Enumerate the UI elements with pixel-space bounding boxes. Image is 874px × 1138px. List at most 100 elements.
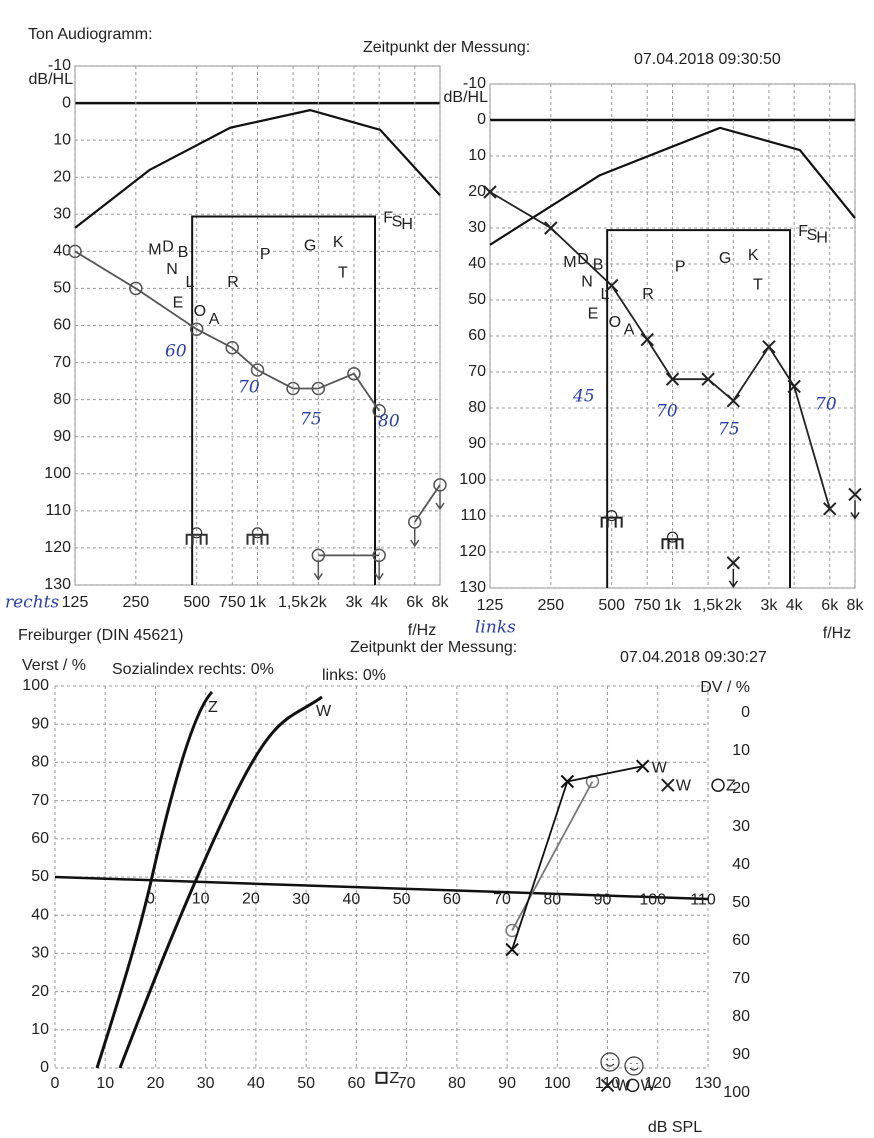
marker-x [787, 379, 801, 394]
marker-x [848, 487, 862, 502]
marker-x [726, 394, 741, 408]
speech-letter: A [209, 311, 220, 328]
data-point [375, 1071, 388, 1084]
marker-circle [606, 509, 618, 522]
ear-label: rechts [5, 593, 59, 613]
x-tick-label: 2k [310, 594, 328, 611]
speech-letter: R [227, 274, 239, 291]
y-tick-label: 100 [22, 677, 49, 694]
y-tick-label: 60 [53, 317, 71, 334]
handwritten-note: 60 [165, 342, 187, 362]
speech-letter: H [816, 229, 828, 246]
series-line [489, 191, 831, 510]
series-line [511, 781, 594, 931]
y-tick-label: 20 [53, 168, 71, 185]
y-tick-label: 80 [468, 399, 486, 416]
marker-arrow [410, 527, 420, 548]
marker-circle [129, 281, 143, 296]
handwritten-note: 45 [572, 387, 595, 407]
y-tick-label: 30 [468, 219, 486, 236]
y2-tick-label: 40 [732, 856, 750, 873]
marker-circle [666, 531, 679, 543]
y-tick-label: 130 [44, 576, 71, 593]
data-point [189, 322, 204, 336]
smiley-face [624, 1056, 644, 1076]
x-tick-label: 100 [544, 1075, 571, 1092]
x-axis-label: f/Hz [408, 622, 436, 639]
curve-label: W [316, 703, 332, 720]
marker-circle [225, 340, 240, 355]
data-point [661, 778, 675, 792]
y-tick-label: 60 [468, 327, 486, 344]
handwritten-note: 70 [815, 395, 837, 415]
y-tick-label: 110 [45, 502, 71, 519]
x-tick-label: 120 [644, 1075, 671, 1092]
y-tick-label: 0 [477, 111, 486, 128]
point-label: Z [726, 777, 736, 794]
speech-letter: K [333, 234, 344, 251]
point-label: W [641, 1078, 657, 1095]
y-tick-label: 60 [31, 830, 49, 847]
x-tick-label: 3k [760, 597, 778, 614]
data-point [408, 515, 422, 548]
marker-x [600, 1078, 615, 1093]
marker-circle [311, 381, 326, 396]
marker-x [762, 340, 776, 354]
y2-tick-label: 0 [741, 704, 750, 721]
time: 07.04.2018 09:30:50 [634, 51, 781, 68]
data-point [726, 394, 741, 408]
data-point [762, 340, 776, 354]
marker-x [665, 372, 680, 386]
x2-tick-label: 10 [192, 891, 210, 908]
data-point [600, 1078, 615, 1093]
x2-tick-label: 30 [292, 891, 310, 908]
x-tick-label: 1k [664, 597, 682, 614]
smiley-icon [624, 1056, 644, 1076]
x2-tick-label: 110 [690, 892, 716, 909]
point-label: W [652, 759, 668, 776]
speech-letter: F [798, 223, 808, 240]
x2-tick-label: 0 [146, 891, 155, 908]
handwritten-note: 80 [378, 412, 400, 432]
y2-tick-label: 60 [732, 932, 750, 949]
x-tick-label: 6k [406, 594, 424, 611]
y-tick-label: 80 [31, 754, 49, 771]
y-tick-label: 70 [31, 792, 49, 809]
x2-tick-label: 40 [342, 891, 360, 908]
y-tick-label: 30 [53, 206, 71, 223]
norm-curve [118, 695, 323, 1069]
marker-arrow [435, 490, 445, 511]
y-tick-label: 90 [468, 435, 486, 452]
marker-circle [286, 381, 300, 396]
speech-title: Freiburger (DIN 45621) [18, 627, 183, 644]
x-tick-label: 20 [147, 1075, 165, 1092]
data-point [185, 527, 208, 545]
smiley-icon [600, 1052, 620, 1072]
speech-letter: G [304, 237, 316, 254]
y-tick-label: 100 [44, 465, 71, 482]
x-tick-label: 4k [786, 597, 804, 614]
handwritten-note: 70 [238, 378, 260, 398]
x-tick-label: 8k [432, 594, 450, 611]
speech-letter: T [338, 264, 348, 281]
speech-letter: N [581, 273, 593, 290]
marker-x [823, 502, 837, 516]
speech-letter: L [186, 274, 195, 291]
speech-letter: H [401, 216, 413, 233]
data-point [625, 1078, 640, 1093]
y-tick-label: 100 [459, 471, 486, 488]
x-axis-label: dB SPL [648, 1119, 702, 1136]
x-tick-label: 500 [183, 594, 210, 611]
time-label: Zeitpunkt der Messung: [363, 39, 530, 56]
x-tick-label: 125 [62, 594, 89, 611]
speech-letter: P [675, 259, 686, 276]
speech-letter: A [624, 322, 635, 339]
y-tick-label: 70 [468, 363, 486, 380]
x-tick-label: 50 [297, 1075, 315, 1092]
marker-circle [372, 404, 386, 418]
marker-arrow [374, 561, 384, 581]
y-tick-label: 10 [31, 1021, 49, 1038]
handwritten-note: 75 [300, 410, 322, 430]
marker-circle [191, 527, 203, 539]
data-point [711, 778, 725, 792]
